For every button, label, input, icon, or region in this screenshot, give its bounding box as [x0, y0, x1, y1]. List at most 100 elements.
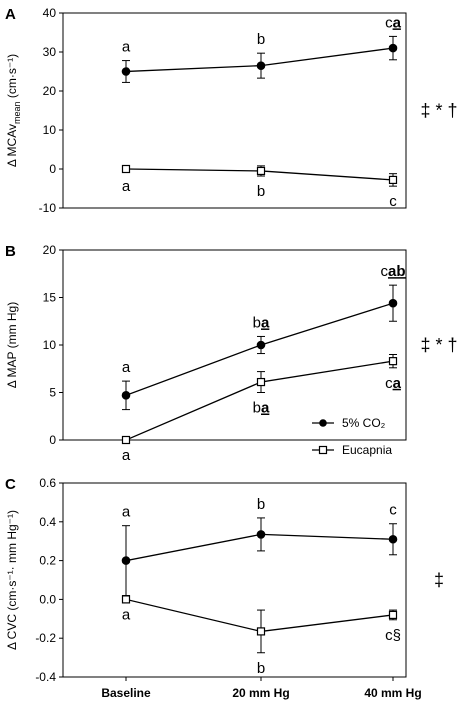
y-tick-label: -10 — [39, 201, 57, 215]
y-tick-label: 40 — [43, 6, 57, 20]
significance-symbols: ‡ * † — [420, 335, 457, 355]
data-point — [121, 391, 131, 400]
y-tick-label: 0.6 — [39, 476, 56, 490]
point-label-letter: a — [122, 39, 131, 56]
point-label-underlined: a — [393, 375, 402, 392]
point-label-letter: b — [257, 31, 265, 48]
point-label-letter: b — [253, 400, 261, 417]
point-label: ca — [385, 14, 402, 31]
data-point — [388, 175, 398, 185]
y-tick-label: 0.2 — [39, 554, 56, 568]
legend-label: 5% CO₂ — [342, 416, 386, 430]
legend-marker-filled-circle — [319, 419, 327, 427]
point-label-letter: c — [380, 263, 388, 280]
y-axis-label-main: Δ CVC (cm·s⁻¹· mm Hg⁻¹) — [5, 510, 19, 650]
y-axis-label: Δ MCAvmean (cm·s⁻¹) — [5, 54, 22, 167]
data-point — [256, 530, 266, 539]
data-point — [256, 627, 266, 636]
point-label-letter: b — [253, 314, 261, 331]
point-label-letter: c — [385, 14, 393, 31]
point-label-underlined: a — [261, 400, 270, 417]
point-label: c — [389, 502, 397, 519]
y-axis-label: Δ MAP (mm Hg) — [5, 302, 19, 388]
point-label: ba — [253, 314, 270, 331]
point-label-letter: c — [385, 375, 393, 392]
point-label: b — [257, 31, 265, 48]
legend: 5% CO₂ Eucapnia — [312, 416, 392, 457]
significance-symbols: ‡ * † — [420, 101, 457, 121]
point-label: b — [257, 660, 265, 677]
point-label-letter: c§ — [385, 627, 401, 644]
data-point — [256, 61, 266, 70]
series-co2: a b c — [121, 496, 398, 597]
y-tick-label: 15 — [43, 291, 57, 305]
point-label-underlined: a — [261, 314, 270, 331]
data-point — [256, 340, 266, 350]
point-label: a — [122, 39, 131, 56]
point-label: a — [122, 606, 131, 623]
legend-label: Eucapnia — [342, 443, 392, 457]
plot-frame — [62, 12, 407, 209]
data-point — [388, 357, 398, 366]
y-tick-label: 20 — [43, 84, 57, 98]
y-tick-label: -0.4 — [35, 670, 56, 684]
data-point — [256, 166, 266, 176]
y-axis-label-main: Δ MCAv — [5, 124, 19, 167]
point-label-letter: a — [122, 504, 131, 521]
y-tick-label: 0 — [49, 162, 56, 176]
plot-frame — [62, 482, 407, 678]
y-axis-label-unit: (cm·s⁻¹) — [5, 54, 19, 102]
legend-marker-open-square — [318, 445, 328, 455]
y-axis-label-main: Δ MAP (mm Hg) — [5, 302, 19, 388]
x-category-label: 20 mm Hg — [232, 686, 289, 700]
data-point — [121, 556, 131, 565]
y-tick-label: 20 — [43, 243, 57, 257]
point-label: a — [122, 447, 131, 464]
y-tick-label: 0.4 — [39, 515, 56, 529]
data-point — [388, 298, 398, 308]
y-axis-label: Δ CVC (cm·s⁻¹· mm Hg⁻¹) — [5, 510, 19, 650]
point-label-letter: a — [122, 447, 131, 464]
point-label: a — [122, 178, 131, 195]
y-tick-label: 10 — [43, 123, 57, 137]
data-point — [388, 43, 398, 53]
data-point — [256, 377, 266, 387]
data-point — [121, 67, 131, 76]
point-label: b — [257, 496, 265, 513]
series-co2: a bca — [121, 14, 402, 83]
panel-c: C -0.4 -0.2 0.0 0.2 0.4 0.6 Δ CVC (cm·s⁻¹· mm H… — [5, 476, 444, 684]
point-label-letter: b — [257, 183, 265, 200]
point-label: ba — [253, 400, 270, 417]
significance-symbols: ‡ — [434, 570, 444, 590]
point-label-underlined: a — [393, 14, 402, 31]
point-label-underlined: ab — [388, 263, 406, 280]
data-point — [121, 164, 131, 174]
y-axis-label-sub: mean — [12, 102, 22, 125]
y-tick-label: -0.2 — [35, 631, 56, 645]
data-point — [121, 595, 131, 604]
plot-frame — [62, 249, 407, 441]
point-label: c§ — [385, 627, 401, 644]
series-eucapnia: a b c — [121, 164, 398, 210]
y-tick-label: 0.0 — [39, 592, 56, 606]
y-tick-label: 10 — [43, 338, 57, 352]
point-label-letter: a — [122, 359, 131, 376]
point-label-letter: a — [122, 606, 131, 623]
y-tick-label: 0 — [49, 433, 56, 447]
point-label-letter: b — [257, 496, 265, 513]
data-point — [121, 435, 131, 445]
point-label: c — [389, 193, 397, 210]
data-point — [388, 534, 398, 544]
x-category-label: Baseline — [101, 686, 151, 700]
panel-letter: A — [5, 6, 16, 23]
x-category-label: 40 mm Hg — [364, 686, 421, 700]
point-label-letter: c — [389, 193, 397, 210]
point-label-letter: a — [122, 178, 131, 195]
point-label: cab — [380, 263, 405, 280]
point-label-letter: c — [389, 502, 397, 519]
